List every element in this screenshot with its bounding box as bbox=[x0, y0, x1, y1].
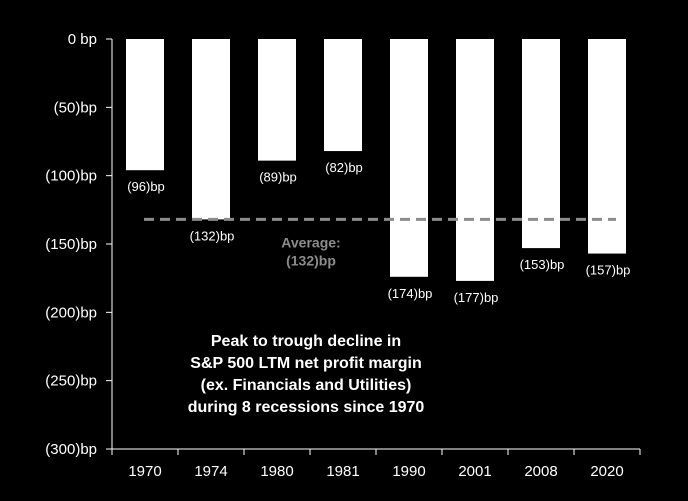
data-label: (153)bp bbox=[520, 257, 565, 272]
x-tick-label: 1981 bbox=[326, 463, 359, 480]
data-label: (177)bp bbox=[454, 290, 499, 305]
y-tick-label: (50)bp bbox=[54, 99, 97, 116]
x-tick-label: 1974 bbox=[194, 463, 227, 480]
y-tick-label: (200)bp bbox=[45, 304, 97, 321]
average-label-line: (132)bp bbox=[286, 252, 336, 268]
annotation-line: S&P 500 LTM net profit margin bbox=[190, 355, 421, 372]
annotation-line: during 8 recessions since 1970 bbox=[188, 399, 425, 416]
bar bbox=[390, 39, 428, 277]
axis-layer: 0 bp (50)bp (100)bp (150)bp (200)bp (250)bp (3… bbox=[45, 31, 641, 458]
x-tick-label: 2020 bbox=[590, 463, 623, 480]
label-layer: 1970 (96)bp 1974 (132)bp 1980 (89)bp 1981 (82)b… bbox=[127, 160, 630, 480]
average-label-line: Average: bbox=[281, 234, 340, 250]
bar bbox=[588, 39, 626, 254]
y-tick-label: 0 bp bbox=[68, 31, 97, 48]
annotation-layer: Peak to trough decline in S&P 500 LTM net… bbox=[188, 333, 425, 416]
data-label: (174)bp bbox=[388, 286, 433, 301]
bar bbox=[522, 39, 560, 249]
annotation-line: (ex. Financials and Utilities) bbox=[201, 377, 412, 394]
bar bbox=[324, 39, 362, 152]
bar bbox=[258, 39, 296, 161]
data-label: (89)bp bbox=[259, 170, 297, 185]
bar-layer bbox=[126, 39, 626, 281]
bar bbox=[126, 39, 164, 171]
bar bbox=[192, 39, 230, 220]
x-tick-label: 1980 bbox=[260, 463, 293, 480]
y-tick-label: (100)bp bbox=[45, 168, 97, 185]
x-tick-label: 2008 bbox=[524, 463, 557, 480]
data-label: (157)bp bbox=[586, 263, 631, 278]
data-label: (96)bp bbox=[127, 179, 165, 194]
y-tick-label: (150)bp bbox=[45, 236, 97, 253]
annotation-line: Peak to trough decline in bbox=[211, 333, 401, 350]
average-label: Average: (132)bp bbox=[281, 234, 340, 268]
y-tick-label: (300)bp bbox=[45, 441, 97, 458]
average-layer: Average: (132)bp bbox=[144, 217, 616, 268]
data-label: (132)bp bbox=[190, 228, 235, 243]
bar bbox=[456, 39, 494, 281]
annotation-text: Peak to trough decline in S&P 500 LTM net… bbox=[188, 333, 425, 416]
x-tick-label: 1990 bbox=[392, 463, 425, 480]
data-label: (82)bp bbox=[325, 160, 363, 175]
y-tick-label: (250)bp bbox=[45, 373, 97, 390]
x-tick-label: 2001 bbox=[458, 463, 491, 480]
x-tick-label: 1970 bbox=[128, 463, 161, 480]
